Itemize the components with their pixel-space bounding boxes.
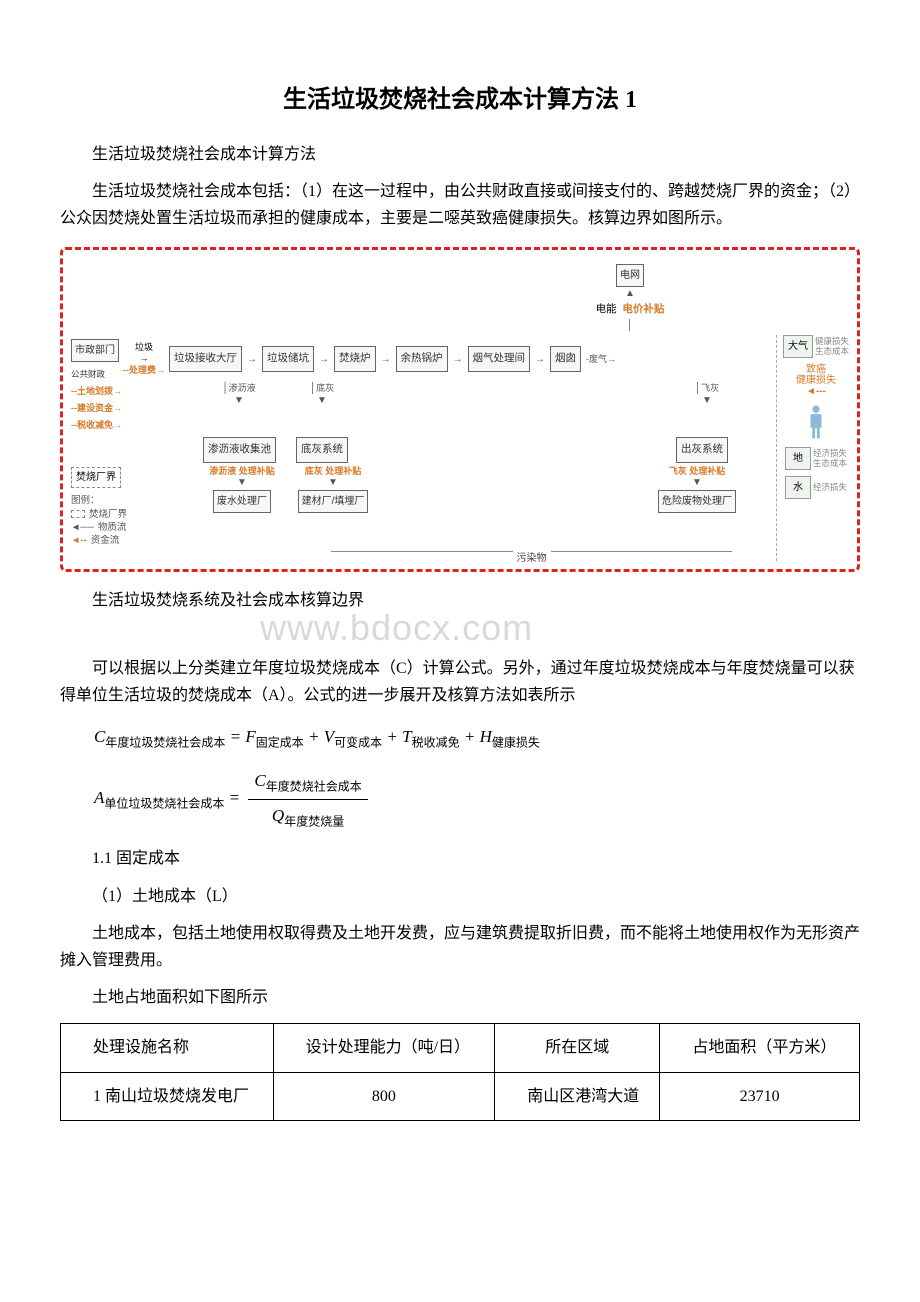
- label-fly-ash-sub: 飞灰 处理补贴: [669, 466, 726, 476]
- pollutant-line: [331, 551, 732, 561]
- col-area: 占地面积（平方米）: [660, 1024, 860, 1072]
- env-soil: 地: [785, 447, 811, 470]
- label-plant-boundary: 焚烧厂界: [71, 467, 121, 488]
- land-area-intro: 土地占地面积如下图所示: [60, 984, 860, 1011]
- label-build-fund: 建设资金: [77, 403, 113, 413]
- node-storage: 垃圾储坑: [262, 346, 314, 372]
- node-hazardous: 危险废物处理厂: [658, 490, 736, 513]
- page-title: 生活垃圾焚烧社会成本计算方法 1: [60, 80, 860, 121]
- legend-material: 物质流: [98, 521, 127, 534]
- land-cost-para: 土地成本，包括土地使用权取得费及土地开发费，应与建筑费提取折旧费，而不能将土地使…: [60, 920, 860, 974]
- section-1-1-1: （1）土地成本（L）: [60, 883, 860, 910]
- legend-boundary: 焚烧厂界: [89, 508, 127, 521]
- node-hall: 垃圾接收大厅: [169, 346, 242, 372]
- legend-money: 资金流: [91, 534, 120, 547]
- label-leachate: 渗沥液: [229, 383, 256, 393]
- environment-column: 大气 健康损失生态成本 致癌健康损失◄--- 地 经济损失生态成本 水 经济损失: [776, 335, 849, 561]
- system-flowchart: 电网 ▲ 电能 电价补贴 │ 市政部门 公共财政 垃圾 →: [60, 247, 860, 572]
- label-price-subsidy: 电价补贴: [622, 303, 664, 315]
- node-city-dept: 市政部门: [71, 339, 119, 362]
- section-1-1: 1.1 固定成本: [60, 845, 860, 872]
- cell-facility: 1 南山垃圾焚烧发电厂: [61, 1072, 274, 1120]
- col-capacity: 设计处理能力（吨/日）: [273, 1024, 495, 1072]
- intro-line: 生活垃圾焚烧社会成本计算方法: [60, 141, 860, 168]
- label-energy: 电能: [596, 303, 617, 315]
- node-building-material: 建材厂/填埋厂: [298, 490, 369, 513]
- label-waste: 垃圾: [135, 343, 153, 353]
- label-bottom-ash-sub: 底灰 处理补贴: [305, 466, 362, 476]
- cell-area: 23710: [660, 1072, 860, 1120]
- land-area-table: 处理设施名称 设计处理能力（吨/日） 所在区域 占地面积（平方米） 1 南山垃圾…: [60, 1023, 860, 1120]
- intro-para: 生活垃圾焚烧社会成本包括：（1）在这一过程中，由公共财政直接或间接支付的、跨越焚…: [60, 178, 860, 232]
- label-health-loss: 健康损失: [796, 375, 836, 386]
- env-air: 大气: [783, 335, 813, 358]
- cell-region: 南山区港湾大道: [495, 1072, 660, 1120]
- node-wwtp: 废水处理厂: [213, 490, 271, 513]
- table-header-row: 处理设施名称 设计处理能力（吨/日） 所在区域 占地面积（平方米）: [61, 1024, 860, 1072]
- node-boiler: 余热锅炉: [396, 346, 448, 372]
- label-bottom-ash: 底灰: [316, 383, 334, 393]
- node-flue-room: 烟气处理间: [468, 346, 531, 372]
- node-furnace: 焚烧炉: [334, 346, 376, 372]
- formula-a: A单位垃圾焚烧社会成本 = C年度焚烧社会成本 Q年度焚烧量: [94, 767, 860, 832]
- label-fee: 处理费: [129, 365, 156, 375]
- label-flue-gas: 废气: [589, 354, 607, 364]
- label-leachate-sub: 渗沥液 处理补贴: [209, 466, 275, 476]
- col-facility: 处理设施名称: [61, 1024, 274, 1072]
- legend-title: 图例：: [71, 494, 127, 507]
- diagram-caption: 生活垃圾焚烧系统及社会成本核算边界: [60, 587, 860, 614]
- env-water: 水: [785, 476, 811, 499]
- node-leachate-pool: 渗沥液收集池: [203, 437, 276, 463]
- label-tax: 税收减免: [77, 420, 113, 430]
- label-fly-ash: 飞灰: [701, 383, 719, 393]
- label-cancer: 致癌: [806, 364, 826, 375]
- label-land: 土地划拨: [77, 386, 113, 396]
- node-ash-out: 出灰系统: [676, 437, 728, 463]
- formula-c: C年度垃圾焚烧社会成本 = F固定成本 + V可变成本 + T税收减免 + H健…: [94, 723, 860, 753]
- label-public-finance: 公共财政: [71, 370, 105, 379]
- col-region: 所在区域: [495, 1024, 660, 1072]
- table-row: 1 南山垃圾焚烧发电厂 800 南山区港湾大道 23710: [61, 1072, 860, 1120]
- formula-intro: 可以根据以上分类建立年度垃圾焚烧成本（C）计算公式。另外，通过年度垃圾焚烧成本与…: [60, 655, 860, 709]
- node-grid: 电网: [616, 264, 644, 287]
- node-bottom-ash-sys: 底灰系统: [296, 437, 348, 463]
- node-chimney: 烟囱: [550, 346, 581, 372]
- person-icon: [805, 403, 827, 441]
- cell-capacity: 800: [273, 1072, 495, 1120]
